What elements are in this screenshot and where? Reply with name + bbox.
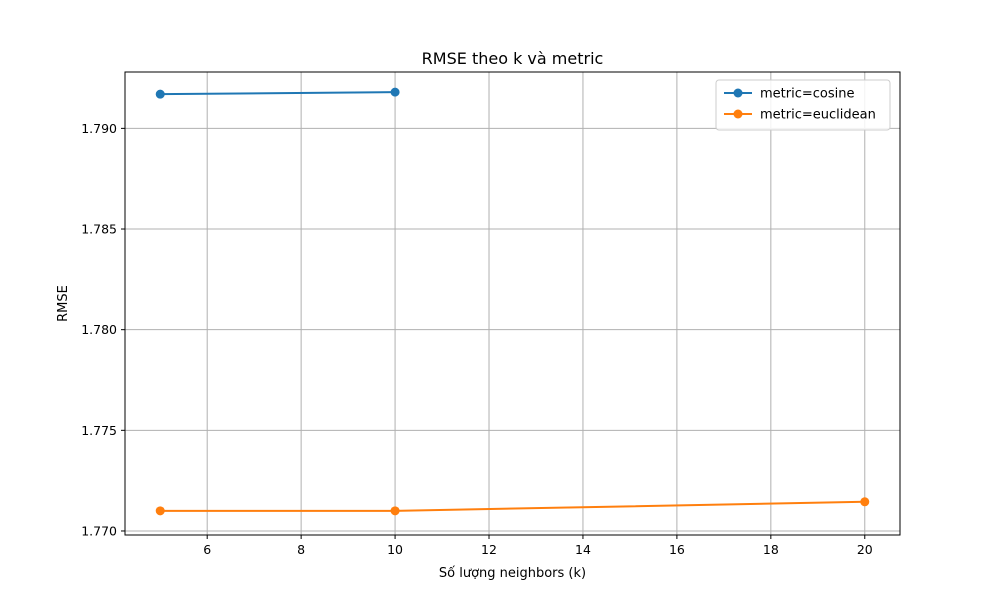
- chart-title: RMSE theo k và metric: [422, 49, 604, 68]
- legend-box: [715, 79, 891, 131]
- series-line: [160, 91, 396, 96]
- data-point: [860, 497, 870, 507]
- x-tick-label: 12: [481, 542, 497, 557]
- y-tick-label: 1.780: [81, 322, 117, 337]
- x-tick-label: 18: [763, 542, 779, 557]
- x-tick-label: 14: [575, 542, 591, 557]
- legend: metric=cosine metric=euclidean: [715, 79, 891, 131]
- series-2: [155, 497, 870, 516]
- legend-label: metric=cosine: [760, 87, 854, 102]
- x-tick-label: 16: [669, 542, 685, 557]
- y-tick-label: 1.790: [81, 121, 117, 136]
- y-tick-label: 1.770: [81, 523, 117, 538]
- y-tick-label: 1.775: [81, 423, 117, 438]
- legend-marker: [733, 88, 743, 98]
- x-tick-label: 20: [857, 542, 873, 557]
- data-point: [390, 506, 400, 516]
- data-point: [390, 87, 400, 97]
- legend-label: metric=euclidean: [760, 108, 876, 123]
- series-1: [155, 87, 400, 99]
- axis-ticks: 6 8 10 12 14 16 18 20 1.770 1.775 1.780 1.785 1.790: [81, 121, 873, 557]
- y-axis-label: RMSE: [56, 285, 71, 322]
- legend-item: metric=cosine: [724, 87, 854, 102]
- legend-marker: [733, 109, 743, 119]
- x-tick-label: 6: [203, 542, 211, 557]
- y-tick-label: 1.785: [81, 222, 117, 237]
- legend-item: metric=euclidean: [724, 108, 876, 123]
- x-axis-label: Số lượng neighbors (k): [439, 566, 586, 581]
- data-point: [155, 89, 165, 99]
- plot-frame: [124, 71, 901, 536]
- data-point: [155, 506, 165, 516]
- series-layer: [155, 87, 870, 516]
- x-tick-label: 10: [387, 542, 403, 557]
- grid: [125, 72, 900, 535]
- x-tick-label: 8: [297, 542, 305, 557]
